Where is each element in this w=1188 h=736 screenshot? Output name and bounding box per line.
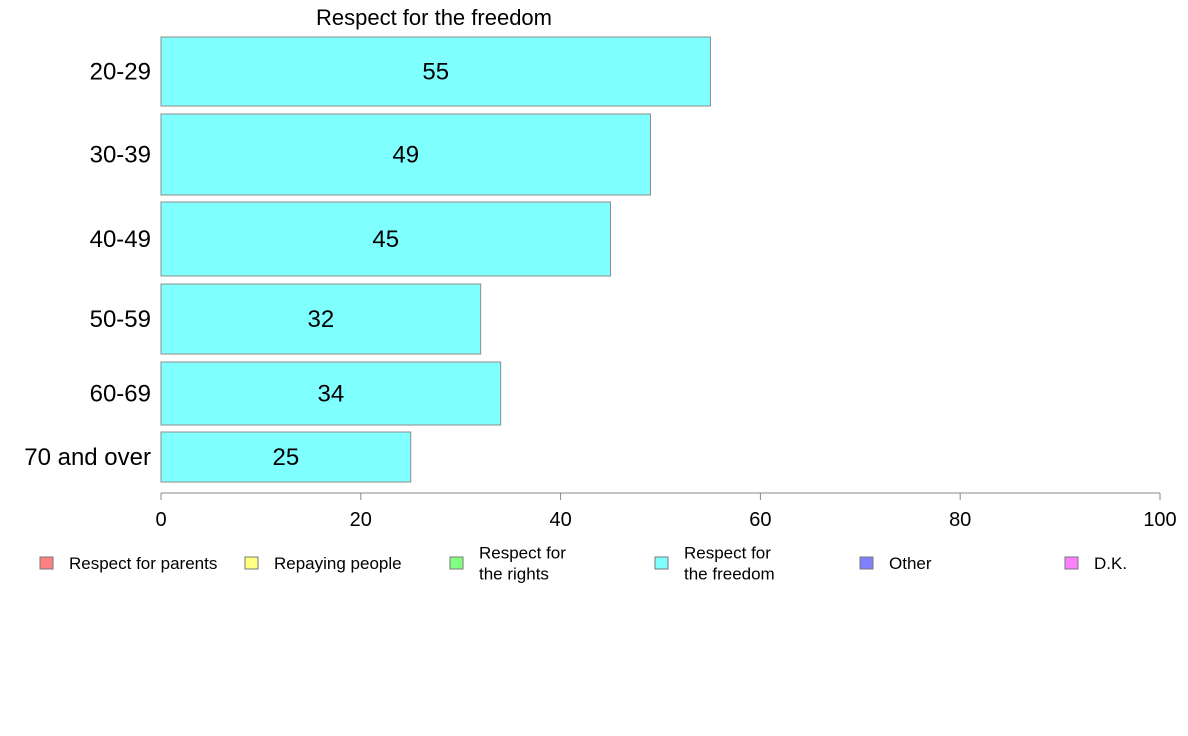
bar-20-29: [160, 36, 711, 107]
category-label: 40-49: [90, 226, 151, 253]
legend-label: D.K.: [1094, 554, 1127, 573]
legend-swatch: [244, 556, 259, 570]
category-label: 20-29: [90, 59, 151, 86]
legend-swatch: [39, 556, 54, 570]
legend-label: the freedom: [684, 565, 775, 584]
x-tick-label: 0: [155, 509, 166, 531]
legend-swatch: [654, 556, 669, 570]
bars-group: 55 20-29 49 30-39 45 40-49 32 50-59 34 60-69 25 70 …: [24, 36, 711, 483]
x-tick-label: 20: [350, 509, 372, 531]
x-tick-label: 60: [749, 509, 771, 531]
legend-label: Respect for: [684, 544, 771, 563]
bar-value-label: 55: [422, 59, 449, 86]
bar-value-label: 34: [317, 381, 344, 408]
legend-label: Respect for: [479, 544, 566, 563]
legend: Respect for parents Repaying people Respec…: [39, 544, 1127, 584]
legend-swatch: [859, 556, 874, 570]
legend-swatch: [449, 556, 464, 570]
legend-label: Repaying people: [274, 554, 402, 573]
category-label: 70 and over: [24, 444, 151, 471]
category-label: 50-59: [90, 306, 151, 333]
legend-label: Other: [889, 554, 932, 573]
bar-40-49: [160, 201, 612, 277]
bar-value-label: 25: [273, 444, 300, 471]
bar-value-label: 45: [372, 226, 399, 253]
bar-50-59: [160, 283, 482, 355]
bar-value-label: 32: [307, 306, 334, 333]
bar-30-39: [160, 113, 652, 196]
x-tick-label: 40: [549, 509, 571, 531]
bar-60-69: [160, 361, 502, 426]
legend-label: Respect for parents: [69, 554, 217, 573]
legend-swatch: [1064, 556, 1079, 570]
category-label: 30-39: [90, 142, 151, 169]
bar-value-label: 49: [392, 142, 419, 169]
x-tick-label: 100: [1143, 509, 1176, 531]
legend-label: the rights: [479, 565, 549, 584]
bar-70-and-over: [160, 431, 412, 483]
category-label: 60-69: [90, 381, 151, 408]
x-tick-label: 80: [949, 509, 971, 531]
chart-title: Respect for the freedom: [316, 5, 552, 30]
x-axis: 0 20 40 60 80 100: [155, 492, 1177, 531]
